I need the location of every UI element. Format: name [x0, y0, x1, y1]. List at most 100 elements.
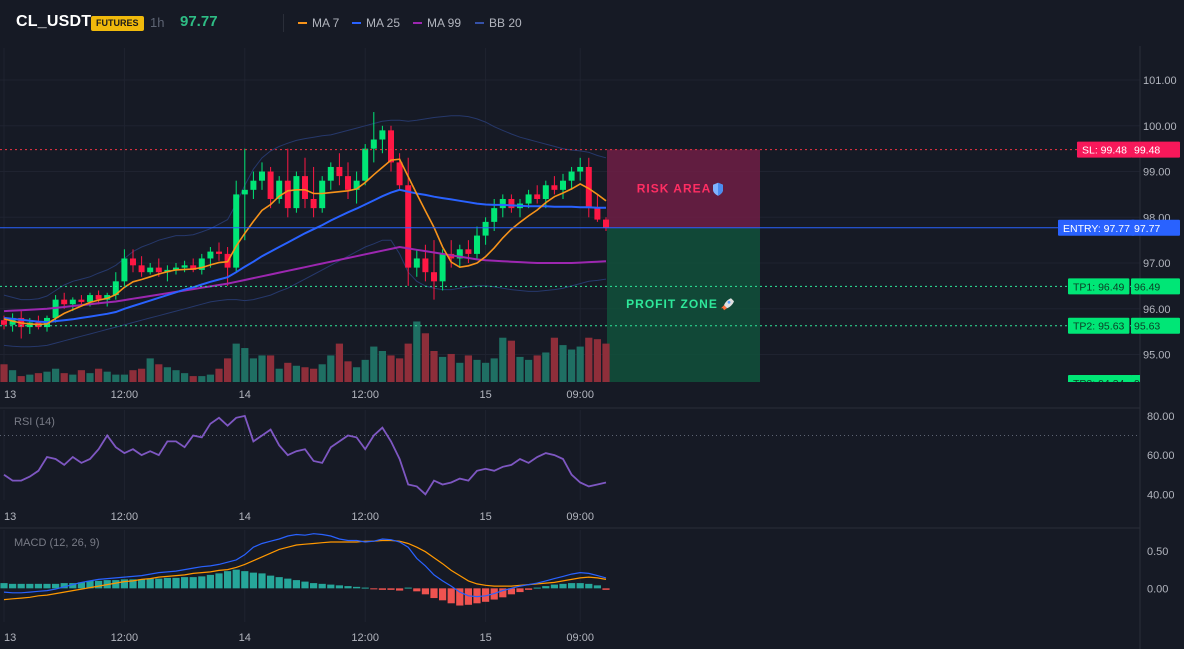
profit-zone[interactable]: [607, 227, 760, 382]
time-axis-tick: 12:00: [111, 511, 139, 523]
time-axis-tick: 15: [479, 511, 491, 523]
macd-histogram-bar: [593, 585, 601, 589]
indicator-overlays: [3, 115, 607, 348]
volume-bar: [301, 367, 309, 382]
macd-histogram-bar: [421, 588, 429, 595]
time-axis-tick: 14: [239, 389, 251, 401]
price-axis-tick: 96.00: [1143, 304, 1171, 316]
volume-bar: [224, 358, 232, 382]
take-profit-1-label-axis-value: 96.49: [1134, 281, 1160, 293]
time-axis-tick: 15: [479, 389, 491, 401]
macd-pane[interactable]: [0, 533, 610, 606]
legend-bb20[interactable]: BB 20: [475, 16, 522, 30]
macd-histogram-bar: [318, 583, 326, 589]
candle-body: [388, 130, 394, 163]
volume-bar: [516, 356, 524, 382]
candle-body: [293, 176, 300, 209]
volume-bar: [421, 333, 429, 382]
volume-bar: [542, 352, 550, 382]
time-axis-tick: 12:00: [351, 632, 379, 644]
volume-bar: [232, 343, 240, 382]
candle-body: [336, 166, 343, 177]
stop-loss-label-text: SL: 99.48: [1082, 145, 1127, 157]
time-axis-tick: 12:00: [111, 389, 139, 401]
legend-swatch-icon: [352, 22, 361, 24]
volume-bar: [370, 346, 378, 382]
stop-loss-label[interactable]: SL: 99.48 99.48: [1077, 141, 1180, 158]
rsi-pane[interactable]: [0, 414, 1140, 496]
macd-histogram-bar: [95, 580, 103, 589]
symbol-name[interactable]: CL_USDT: [16, 13, 92, 30]
volume-bar: [241, 348, 249, 382]
legend-label: MA 25: [366, 16, 401, 30]
volume-bar: [181, 373, 189, 382]
volume-bar: [95, 368, 103, 382]
entry-label[interactable]: ENTRY: 97.77 97.77: [1058, 219, 1180, 236]
rsi-line: [3, 414, 607, 496]
candle-body: [130, 258, 136, 266]
legend-ma99[interactable]: MA 99: [413, 16, 461, 30]
volume-bar: [387, 355, 395, 382]
macd-histogram-bar: [69, 583, 77, 589]
candle-body: [259, 171, 265, 181]
candle-body: [491, 208, 498, 222]
legend-ma25[interactable]: MA 25: [352, 16, 400, 30]
candle-body: [95, 295, 102, 300]
take-profit-1-label[interactable]: TP1: 96.49 96.49: [1068, 278, 1180, 295]
market-type-badge: FUTURES: [91, 16, 144, 31]
moving-average-lines: [3, 158, 607, 326]
time-axis-tick: 14: [239, 511, 251, 523]
macd-histogram-bar: [327, 584, 335, 589]
candle-body: [551, 185, 558, 190]
entry-label-box: [1058, 219, 1135, 236]
take-profit-3-axis-box: [1131, 375, 1140, 382]
macd-histogram-bar: [456, 588, 464, 606]
macd-histogram-bar: [533, 587, 541, 589]
price-axis-tick: 95.00: [1143, 350, 1171, 362]
candle-body: [241, 189, 248, 195]
risk-area-zone[interactable]: [607, 149, 760, 228]
candle-body: [250, 180, 257, 190]
macd-histogram-bar: [189, 577, 197, 589]
candle-body: [319, 180, 326, 209]
legend-ma7[interactable]: MA 7: [298, 16, 339, 30]
stop-loss-label-axis-value: 99.48: [1134, 145, 1160, 157]
rsi-axis-tick: 80.00: [1147, 411, 1175, 423]
candle-body: [474, 235, 480, 254]
volume-bar: [138, 368, 146, 382]
macd-histogram-bar: [516, 588, 524, 593]
macd-histogram-bar: [473, 588, 481, 604]
stop-loss-label-axis-box: [1131, 141, 1180, 158]
volume-bar: [335, 343, 343, 382]
volume-bar: [568, 349, 576, 382]
time-axis-tick: 14: [239, 632, 251, 644]
candle-body: [155, 267, 162, 273]
candle-body: [431, 272, 437, 282]
candle-body: [121, 258, 128, 282]
volume-bar: [0, 364, 8, 382]
candle-body: [577, 166, 584, 172]
macd-histogram-bar: [447, 588, 455, 604]
time-axis-tick: 13: [4, 511, 16, 523]
take-profit-2-label[interactable]: TP2: 95.63 95.63: [1068, 317, 1180, 334]
volume-bar: [267, 355, 275, 382]
macd-title: MACD (12, 26, 9): [14, 537, 100, 549]
volume-bar: [473, 359, 481, 382]
volume-bar: [507, 340, 515, 382]
candle-body: [147, 267, 154, 273]
macd-histogram-bar: [353, 586, 361, 589]
volume-bar: [490, 358, 498, 382]
candle-body: [138, 265, 145, 273]
candle-body: [233, 194, 240, 268]
timeframe-selector[interactable]: 1h: [150, 15, 165, 30]
macd-histogram-bar: [310, 583, 318, 589]
macd-histogram-bar: [370, 588, 378, 590]
candle-body: [585, 166, 592, 209]
macd-histogram-bar: [602, 588, 610, 590]
take-profit-3-label[interactable]: TP3: 94.34 94.34: [1068, 375, 1180, 391]
macd-histogram-bar: [301, 581, 309, 589]
take-profit-1-label-box: [1068, 278, 1130, 295]
volume-bar: [378, 351, 386, 382]
